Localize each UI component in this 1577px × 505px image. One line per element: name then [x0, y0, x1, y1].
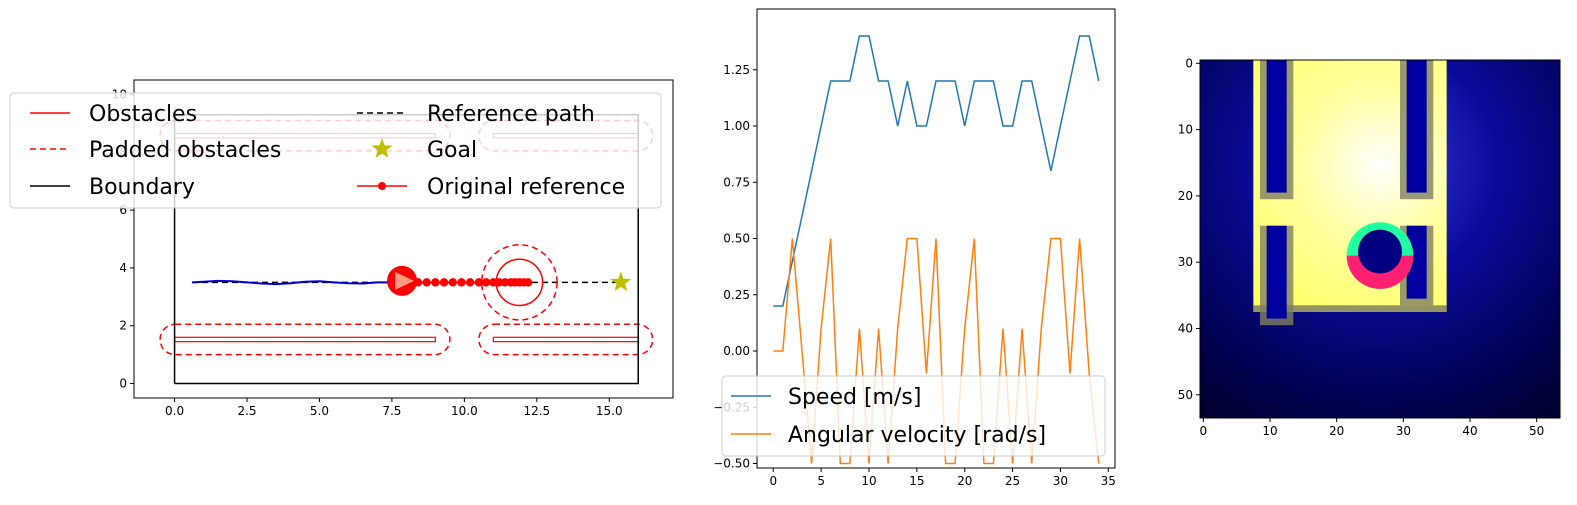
env-y-tick-label: 2 [119, 319, 127, 333]
original-reference-point [422, 278, 431, 287]
heatmap-wall [1406, 225, 1427, 299]
legend-reference-path-label: Reference path [427, 102, 595, 127]
env-x-tick-label: 7.5 [382, 404, 401, 418]
angular-velocity-series-line [773, 237, 1100, 465]
env-y-tick-label: 4 [119, 261, 127, 275]
env-y-tick-label: 0 [119, 377, 127, 391]
heatmap-x-tick-label: 10 [1262, 424, 1277, 438]
heatmap-y-tick-label: 0 [1185, 56, 1193, 70]
vel-y-tick-label: 0.25 [723, 288, 750, 302]
original-reference-point [474, 278, 484, 287]
vel-y-tick-label: −0.50 [713, 457, 750, 471]
environment-legend-box [9, 92, 662, 209]
original-reference-point [489, 278, 498, 287]
env-x-tick-label: 15.0 [596, 404, 623, 418]
heatmap-blob-core [1358, 229, 1402, 274]
heatmap-x-tick-label: 50 [1529, 424, 1544, 438]
dynamic-obstacle-padded [480, 244, 558, 321]
heatmap-y-tick-label: 40 [1178, 322, 1193, 336]
heatmap-y-tick-label: 10 [1178, 123, 1193, 137]
velocity-plot: 05101520253035−0.50−0.250.000.250.500.75… [713, 8, 1116, 488]
original-reference-point [465, 278, 475, 287]
padded-obstacle [159, 323, 451, 356]
padded-obstacle [478, 323, 654, 356]
env-x-tick-label: 5.0 [310, 404, 329, 418]
vel-x-tick-label: 10 [861, 474, 876, 488]
legend-original-reference-label: Original reference [427, 175, 625, 200]
heatmap-wall [1406, 60, 1427, 193]
environment-plot: 0.02.55.07.510.012.515.00246810 Obstacle… [9, 79, 674, 418]
heatmap-wall [1266, 60, 1287, 193]
heatmap-plot: 0 10 20 30 40 50 0 10 20 30 40 50 [1178, 56, 1561, 438]
legend-padded-label: Padded obstacles [89, 138, 281, 163]
vel-y-tick-label: 0.75 [723, 175, 750, 189]
heatmap-y-tick-label: 30 [1178, 255, 1193, 269]
legend-obstacles-label: Obstacles [89, 102, 197, 127]
legend-original-reference-marker [378, 182, 386, 190]
original-reference-point [494, 278, 504, 287]
legend-angular-label: Angular velocity [rad/s] [788, 423, 1046, 448]
vel-y-tick-label: 0.50 [723, 232, 750, 246]
vel-y-tick-label: 0.00 [723, 344, 750, 358]
heatmap-x-tick-label: 20 [1329, 424, 1344, 438]
env-x-tick-label: 2.5 [237, 404, 256, 418]
vel-x-tick-label: 30 [1053, 474, 1068, 488]
heatmap-x-tick-label: 40 [1462, 424, 1477, 438]
robot-trajectory [191, 279, 392, 286]
original-reference-point [448, 278, 457, 287]
vel-y-tick-label: 1.25 [723, 63, 750, 77]
heatmap-y-tick-label: 50 [1178, 388, 1193, 402]
original-reference-point [500, 278, 510, 287]
heatmap-frame [1199, 59, 1561, 419]
vel-x-tick-label: 35 [1101, 474, 1116, 488]
goal-star [610, 271, 632, 292]
heatmap-y-tick-label: 20 [1178, 189, 1193, 203]
original-reference-point [431, 278, 440, 287]
environment-legend: Obstacles Padded obstacles Boundary Refe… [9, 92, 662, 209]
legend-goal-label: Goal [427, 138, 477, 163]
environment-plot-frame [133, 79, 674, 399]
velocity-legend: Speed [m/s] Angular velocity [rad/s] [721, 375, 1106, 457]
legend-goal-star-icon [371, 138, 393, 158]
env-x-tick-label: 0.0 [165, 404, 184, 418]
vel-y-tick-label: 1.00 [723, 119, 750, 133]
original-reference-point [523, 278, 533, 287]
env-y-tick-label: 6 [119, 203, 127, 217]
vel-x-tick-label: 25 [1005, 474, 1020, 488]
heatmap-wall [1266, 225, 1287, 319]
velocity-legend-box [721, 375, 1106, 457]
legend-boundary-label: Boundary [89, 175, 195, 200]
legend-speed-label: Speed [m/s] [788, 385, 921, 410]
vel-x-tick-label: 5 [817, 474, 825, 488]
env-x-tick-label: 10.0 [451, 404, 478, 418]
vel-x-tick-label: 15 [909, 474, 924, 488]
vel-x-tick-label: 20 [957, 474, 972, 488]
vel-x-tick-label: 0 [769, 474, 777, 488]
speed-series-line [773, 35, 1100, 307]
heatmap-lower-edge [1253, 305, 1447, 312]
original-reference-point [457, 278, 466, 287]
env-x-tick-label: 12.5 [523, 404, 550, 418]
robot-heading-arrow [395, 271, 415, 290]
heatmap-x-tick-label: 30 [1396, 424, 1411, 438]
original-reference-point [481, 278, 491, 287]
original-reference-point [439, 278, 449, 287]
heatmap-x-tick-label: 0 [1200, 424, 1208, 438]
